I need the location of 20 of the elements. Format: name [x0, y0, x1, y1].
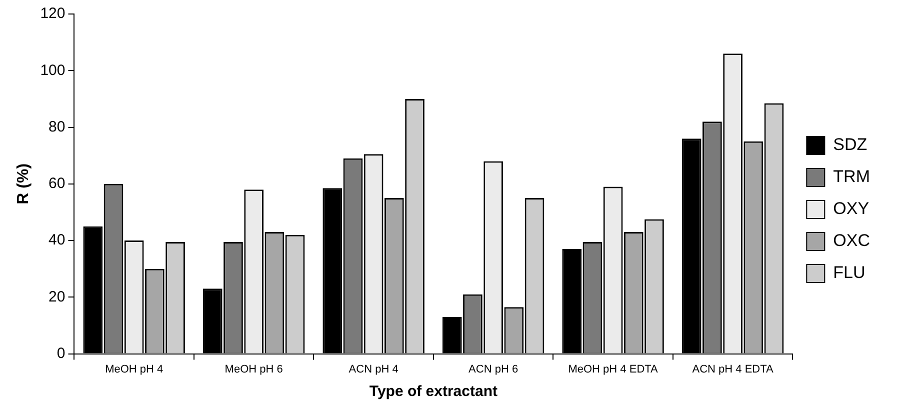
legend-label: FLU [833, 263, 866, 282]
y-tick-label: 40 [48, 232, 66, 249]
x-tick-label: MeOH pH 4 EDTA [568, 363, 659, 376]
y-tick-label: 100 [40, 62, 66, 79]
y-axis-title: R (%) [15, 163, 32, 204]
y-tick-label: 0 [56, 344, 66, 362]
x-tick-label: MeOH pH 6 [224, 363, 283, 376]
x-tick-label: MeOH pH 4 [105, 363, 164, 376]
x-tick-label: ACN pH 4 EDTA [692, 363, 774, 376]
x-tick-label: ACN pH 6 [468, 363, 518, 376]
legend-label: TRM [833, 167, 870, 186]
y-tick-label: 80 [48, 118, 66, 136]
y-tick-label: 120 [40, 5, 66, 22]
x-tick-label: ACN pH 4 [348, 363, 398, 376]
y-tick-label: 20 [48, 288, 66, 306]
x-axis-title: Type of extractant [369, 383, 498, 400]
legend-label: OXC [833, 231, 870, 250]
legend-label: OXY [833, 199, 870, 218]
y-tick-label: 60 [48, 175, 66, 192]
legend-label: SDZ [833, 135, 868, 154]
